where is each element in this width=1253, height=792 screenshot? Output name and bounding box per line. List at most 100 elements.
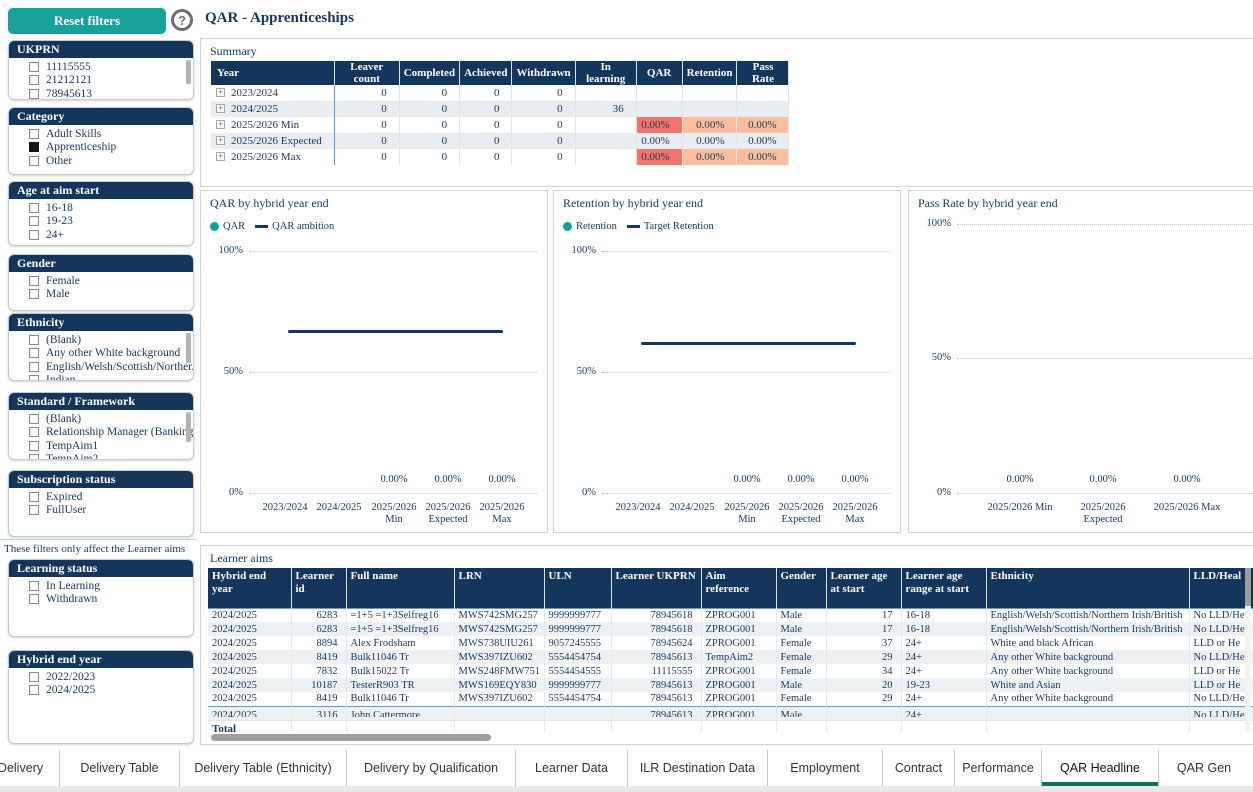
checkbox[interactable] [29, 671, 39, 682]
checkbox[interactable] [29, 440, 39, 451]
tab-performance[interactable]: Performance [955, 750, 1042, 786]
expand-icon[interactable] [216, 136, 225, 145]
tab-contract[interactable]: Contract [883, 750, 955, 786]
filter-option[interactable]: TempAim1 [9, 439, 193, 453]
checkbox[interactable] [29, 427, 39, 438]
checkbox[interactable] [29, 348, 39, 359]
checkbox[interactable] [29, 580, 39, 591]
column-header[interactable]: Full name [346, 568, 455, 608]
filter-option[interactable]: Other [9, 154, 193, 168]
filter-option[interactable]: 11115555 [9, 60, 193, 74]
column-header[interactable]: Learner age at start [826, 568, 902, 608]
filter-option[interactable]: Relationship Manager (Banking... [9, 426, 193, 440]
filter-option[interactable]: 19-23 [9, 215, 193, 229]
cell-year[interactable]: 2025/2026 Min [211, 117, 335, 133]
tab-employment[interactable]: Employment [768, 750, 883, 786]
checkbox[interactable] [29, 128, 39, 139]
legend-label[interactable]: QAR [223, 221, 246, 232]
checkbox[interactable] [29, 375, 39, 380]
checkbox[interactable] [29, 202, 39, 213]
checkbox[interactable] [29, 454, 39, 459]
filter-option[interactable]: Expired [9, 490, 193, 504]
column-header[interactable]: Withdrawn [511, 61, 576, 85]
scrollbar-thumb[interactable] [186, 412, 191, 442]
filter-option[interactable]: 21212121 [9, 74, 193, 88]
filter-option[interactable]: FullUser [9, 504, 193, 518]
help-icon[interactable] [171, 9, 193, 31]
reset-filters-button[interactable]: Reset filters [8, 8, 166, 34]
column-header[interactable]: ULN [544, 568, 612, 608]
checkbox[interactable] [29, 155, 39, 166]
filter-option[interactable]: Female [9, 274, 193, 288]
checkbox[interactable] [29, 275, 39, 286]
column-header[interactable]: Retention [682, 61, 738, 85]
vertical-scrollbar-thumb[interactable] [1245, 568, 1251, 606]
column-header[interactable]: Learner id [291, 568, 347, 608]
checkbox[interactable] [29, 491, 39, 502]
cell-year[interactable]: 2025/2026 Max [211, 149, 335, 165]
column-header[interactable]: Learner UKPRN [611, 568, 702, 608]
column-header[interactable]: Gender [776, 568, 827, 608]
legend-label[interactable]: QAR ambition [272, 221, 335, 232]
tab-delivery-table-ethnicity[interactable]: Delivery Table (Ethnicity) [180, 750, 347, 786]
column-header[interactable]: Aim reference [701, 568, 777, 608]
expand-icon[interactable] [216, 88, 225, 97]
checkbox-checked[interactable] [29, 142, 39, 153]
column-header[interactable]: Completed [399, 61, 461, 85]
checkbox[interactable] [29, 75, 39, 86]
tab-qar-headline[interactable]: QAR Headline [1042, 750, 1159, 786]
checkbox[interactable] [29, 289, 39, 300]
scrollbar-thumb[interactable] [186, 333, 191, 363]
checkbox[interactable] [29, 361, 39, 372]
horizontal-scrollbar-thumb[interactable] [211, 734, 491, 741]
filter-option[interactable]: 24+ [9, 228, 193, 242]
tab-delivery-table[interactable]: Delivery Table [60, 750, 180, 786]
vertical-scrollbar-track[interactable] [1245, 568, 1251, 732]
filter-option[interactable]: Indian [9, 374, 193, 380]
filter-option[interactable]: Withdrawn [9, 593, 193, 607]
column-header[interactable]: LLD/Heal [1189, 568, 1253, 608]
checkbox[interactable] [29, 413, 39, 424]
filter-option[interactable]: Apprenticeship [9, 141, 193, 155]
tab-learner-data[interactable]: Learner Data [516, 750, 628, 786]
filter-option[interactable]: (Blank) [9, 333, 193, 347]
checkbox[interactable] [29, 229, 39, 240]
scrollbar-thumb[interactable] [186, 60, 191, 84]
column-header[interactable]: Achieved [459, 61, 513, 85]
column-header[interactable]: Ethnicity [986, 568, 1190, 608]
checkbox[interactable] [29, 88, 39, 99]
filter-option[interactable]: English/Welsh/Scottish/Norther... [9, 360, 193, 374]
column-header[interactable]: Hybrid end year [208, 568, 292, 608]
cell-year[interactable]: 2025/2026 Expected [211, 133, 335, 149]
checkbox[interactable] [29, 334, 39, 345]
checkbox[interactable] [29, 685, 39, 696]
column-header[interactable]: Learner age range at start [901, 568, 987, 608]
legend-label[interactable]: Target Retention [643, 221, 714, 232]
filter-option[interactable]: Any other White background [9, 347, 193, 361]
expand-icon[interactable] [216, 152, 225, 161]
expand-icon[interactable] [216, 104, 225, 113]
filter-option[interactable]: 2022/2023 [9, 670, 193, 684]
filter-option[interactable]: 78945613 [9, 87, 193, 99]
cell-year[interactable]: 2023/2024 [211, 85, 335, 101]
filter-option[interactable]: Adult Skills [9, 127, 193, 141]
filter-option[interactable]: (Blank) [9, 412, 193, 426]
tab-qar-gen[interactable]: QAR Gen [1176, 761, 1232, 775]
checkbox[interactable] [29, 61, 39, 72]
tab-delivery[interactable]: Delivery [0, 750, 60, 786]
column-header[interactable]: LRN [454, 568, 545, 608]
expand-icon[interactable] [216, 120, 225, 129]
filter-option[interactable]: 16-18 [9, 201, 193, 215]
checkbox[interactable] [29, 594, 39, 605]
tab-ilr-destination-data[interactable]: ILR Destination Data [628, 750, 768, 786]
column-header[interactable]: Leaver count [334, 61, 400, 85]
column-header[interactable]: Year [211, 61, 335, 85]
cell-year[interactable]: 2024/2025 [211, 101, 335, 117]
filter-option[interactable]: TempAim2 [9, 453, 193, 459]
tab-delivery-by-qualification[interactable]: Delivery by Qualification [347, 750, 516, 786]
checkbox[interactable] [29, 505, 39, 516]
checkbox[interactable] [29, 216, 39, 227]
legend-label[interactable]: Retention [576, 221, 617, 232]
filter-option[interactable]: 2024/2025 [9, 684, 193, 698]
column-header[interactable]: In learning [575, 61, 637, 85]
